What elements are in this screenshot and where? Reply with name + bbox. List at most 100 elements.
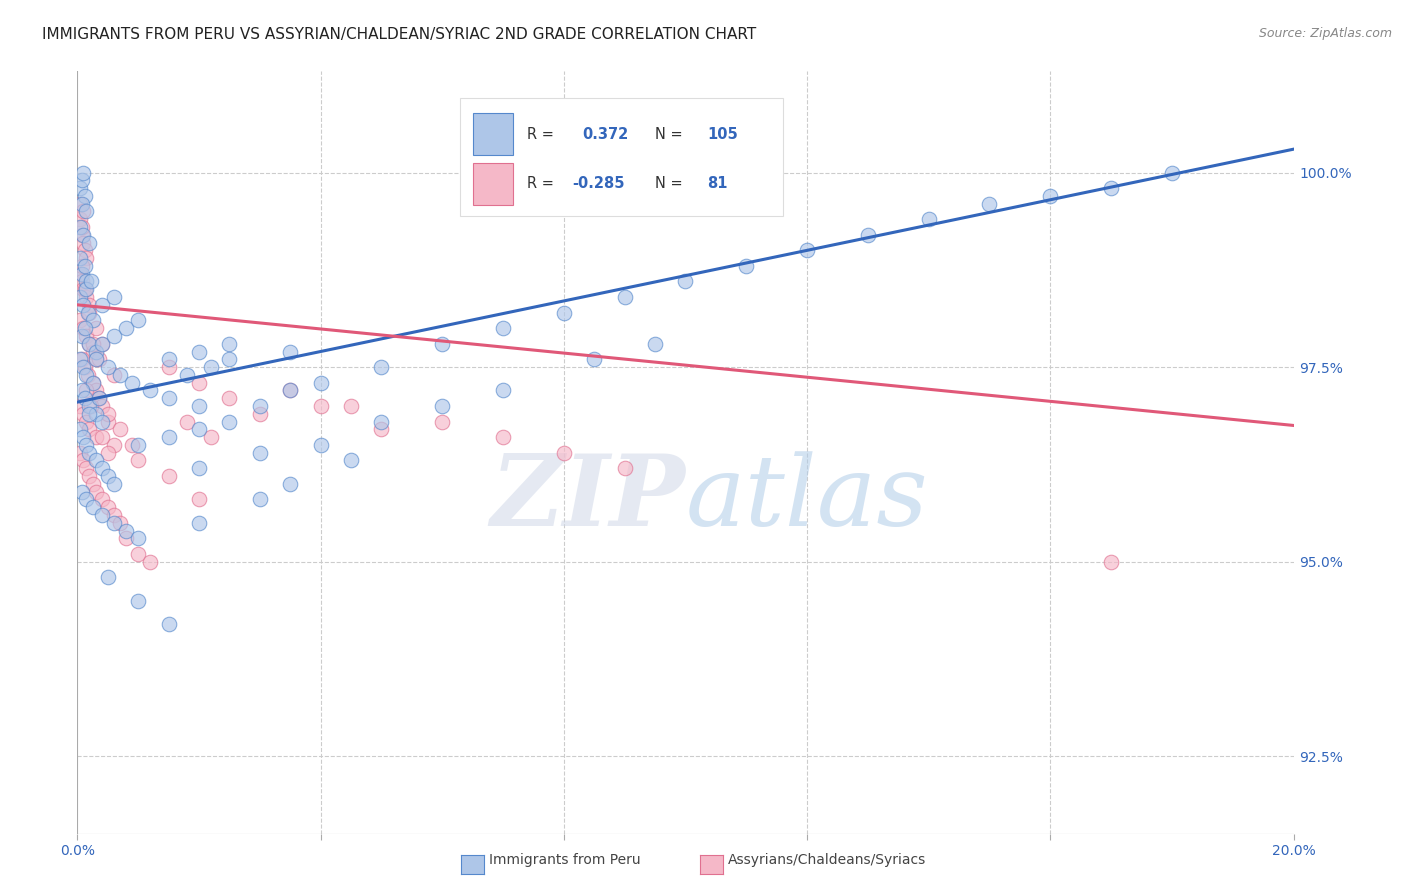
Point [84,321,107,335]
Point [613,290,636,304]
Point [79,235,101,250]
Point [249,492,271,507]
Point [139,384,162,398]
Point [73,321,96,335]
Point [82,376,104,390]
Point [70,196,93,211]
Point [69,290,91,304]
Point [97,570,120,584]
Point [97,360,120,375]
Text: 0.372: 0.372 [582,127,628,142]
Point [77,305,100,319]
Point [200,430,222,444]
Point [70,275,93,289]
Text: -0.285: -0.285 [572,177,624,192]
Point [82,344,104,359]
Point [70,173,93,187]
Point [72,227,94,242]
FancyBboxPatch shape [460,98,783,216]
Text: Assyrians/Chaldeans/Syriacs: Assyrians/Chaldeans/Syriacs [728,853,927,867]
Point [644,336,666,351]
Point [90,336,112,351]
Point [108,516,131,530]
FancyBboxPatch shape [472,163,513,205]
Point [157,616,180,631]
Point [80,275,103,289]
Point [103,438,125,452]
Point [70,329,93,343]
Point [176,415,198,429]
Point [82,313,104,327]
Point [1161,165,1184,179]
Point [90,415,112,429]
Text: atlas: atlas [686,450,928,546]
Point [84,453,107,467]
Point [278,384,301,398]
Point [70,352,93,367]
Point [309,376,332,390]
Text: 105: 105 [707,127,738,142]
Point [430,399,453,413]
Point [75,275,97,289]
Point [69,445,91,459]
Point [69,212,91,227]
Point [77,368,100,382]
Point [69,219,91,234]
Point [553,445,575,459]
Point [218,352,240,367]
Point [69,251,91,265]
Point [613,461,636,475]
Point [79,422,101,436]
Point [87,352,110,367]
Point [79,399,101,413]
Point [370,360,392,375]
Point [73,360,96,375]
Point [309,438,332,452]
Point [157,391,180,405]
Point [75,384,97,398]
Point [97,500,120,515]
Point [73,282,96,296]
Point [75,251,97,265]
Point [218,391,240,405]
Point [127,531,149,545]
Point [278,384,301,398]
Point [492,430,515,444]
Point [856,227,879,242]
Point [278,344,301,359]
Point [80,399,103,413]
Point [72,282,94,296]
Point [90,298,112,312]
Text: R =: R = [527,127,558,142]
Point [79,407,101,421]
Point [188,422,211,436]
Point [115,531,138,545]
Text: N =: N = [655,177,688,192]
Point [103,516,125,530]
Point [82,336,104,351]
Point [72,204,94,219]
Text: ZIP: ZIP [491,450,686,547]
Point [157,352,180,367]
Point [90,399,112,413]
Point [370,415,392,429]
Point [75,492,97,507]
Point [70,219,93,234]
Point [492,321,515,335]
Point [79,336,101,351]
Point [73,244,96,258]
Point [188,399,211,413]
Point [72,360,94,375]
Point [1039,189,1062,203]
Point [157,430,180,444]
Point [97,415,120,429]
Point [115,524,138,538]
Point [87,391,110,405]
Point [979,196,1001,211]
Point [115,321,138,335]
Point [553,305,575,319]
Point [108,422,131,436]
Point [73,391,96,405]
Point [1099,555,1122,569]
Point [79,445,101,459]
